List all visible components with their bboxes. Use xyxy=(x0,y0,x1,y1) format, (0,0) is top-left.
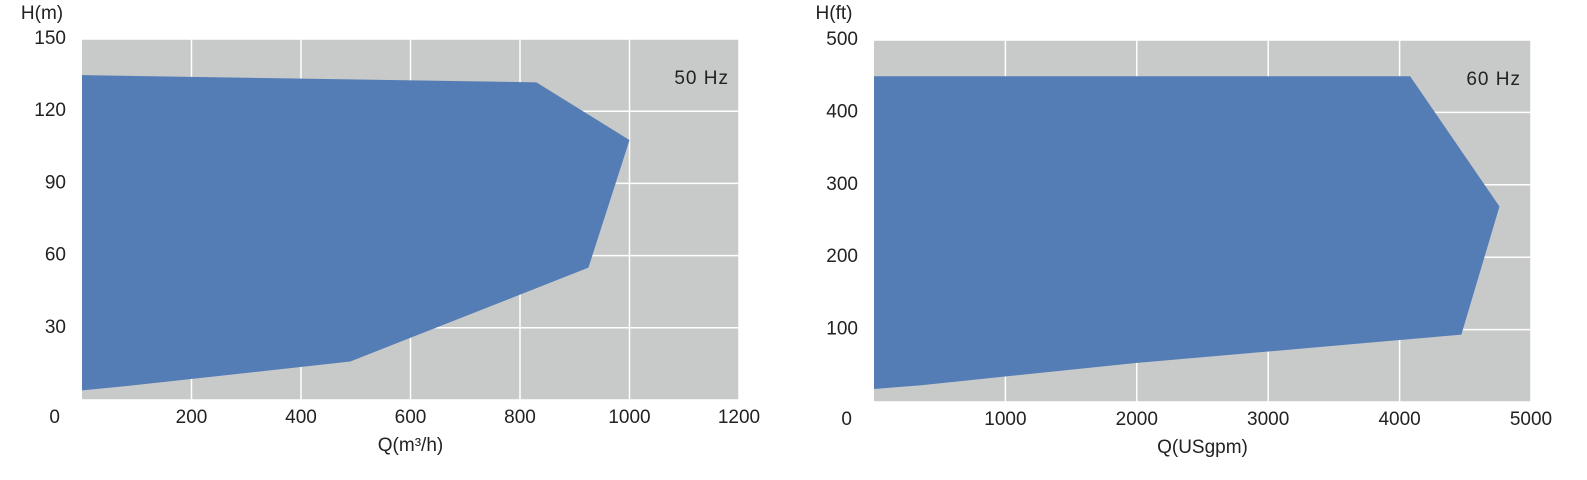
x-tick-label: 1000 xyxy=(608,407,650,428)
y-tick-label: 150 xyxy=(34,28,66,49)
y-tick-label: 30 xyxy=(45,317,66,338)
x-axis-label: Q(USgpm) xyxy=(1157,437,1248,458)
y-tick-label: 0 xyxy=(49,407,60,428)
x-tick-label: 1200 xyxy=(718,407,760,428)
x-tick-label: 200 xyxy=(176,407,208,428)
x-axis-label: Q(m³/h) xyxy=(378,435,443,456)
x-tick-label: 3000 xyxy=(1247,409,1289,430)
y-tick-label: 120 xyxy=(34,100,66,121)
y-tick-label: 100 xyxy=(826,319,858,340)
x-tick-label: 4000 xyxy=(1378,409,1420,430)
x-tick-label: 2000 xyxy=(1116,409,1158,430)
y-tick-label: 500 xyxy=(826,29,858,50)
y-axis-label: H(m) xyxy=(21,3,63,24)
y-tick-label: 0 xyxy=(841,409,852,430)
y-tick-label: 300 xyxy=(826,174,858,195)
y-tick-label: 60 xyxy=(45,245,66,266)
x-tick-label: 400 xyxy=(285,407,317,428)
annotation: 50 Hz xyxy=(674,68,729,89)
y-tick-label: 90 xyxy=(45,172,66,193)
x-tick-label: 800 xyxy=(504,407,536,428)
operating-range-area xyxy=(82,75,630,391)
y-axis-label: H(ft) xyxy=(816,3,853,24)
x-tick-label: 600 xyxy=(395,407,427,428)
annotation: 60 Hz xyxy=(1466,69,1521,90)
x-tick-label: 1000 xyxy=(984,409,1026,430)
operating-range-area xyxy=(874,76,1500,389)
y-tick-label: 400 xyxy=(826,101,858,122)
x-tick-label: 5000 xyxy=(1510,409,1552,430)
y-tick-label: 200 xyxy=(826,246,858,267)
